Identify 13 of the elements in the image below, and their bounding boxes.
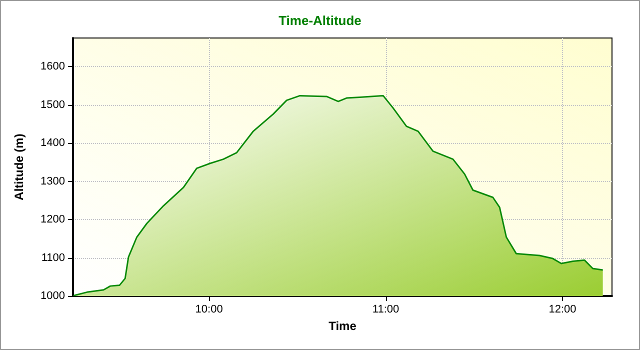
y-axis-title: Altitude (m) (12, 134, 26, 200)
x-tick-label: 11:00 (372, 304, 400, 316)
y-tick-label: 1200 (40, 214, 65, 226)
y-tick-label: 1100 (41, 252, 65, 264)
chart-title: Time-Altitude (278, 13, 362, 28)
y-tick-label: 1600 (40, 60, 65, 73)
y-tick-label: 1300 (40, 175, 65, 188)
x-axis-title: Time (328, 318, 357, 333)
y-tick-label: 1000 (40, 290, 65, 302)
y-tick-label: 1500 (40, 98, 65, 111)
x-tick-label: 12:00 (548, 304, 576, 316)
x-tick-label: 10:00 (195, 304, 223, 316)
y-tick-label: 1400 (40, 137, 65, 150)
